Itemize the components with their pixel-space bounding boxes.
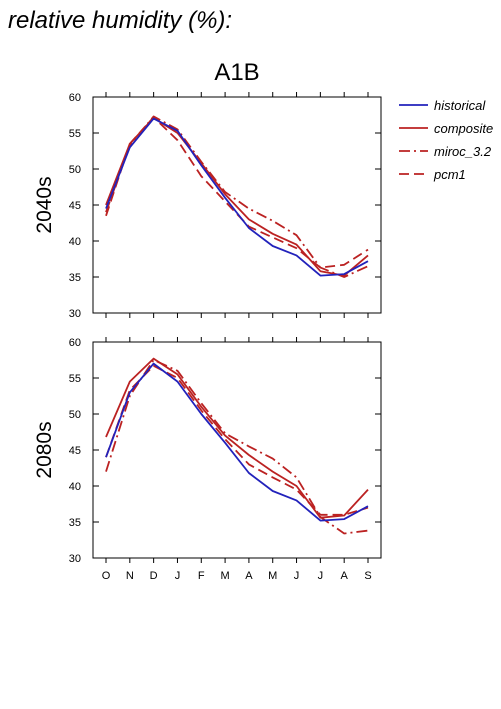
legend-item: miroc_3.2	[399, 144, 492, 159]
panel-label: 2080s	[33, 421, 56, 478]
y-tick-label: 45	[69, 445, 81, 457]
x-tick-label: D	[150, 570, 158, 582]
panels-layer: 30 35 40 45 50 55 60 2040s 30 35 40 45 50 55 60 O N D J F M A…	[33, 92, 382, 582]
x-tick-label: J	[294, 570, 300, 582]
legend: historical composite miroc_3.2 pcm1	[399, 98, 493, 182]
y-tick-label: 40	[69, 236, 81, 248]
y-tick-label: 30	[69, 553, 81, 565]
x-tick-label: F	[198, 570, 205, 582]
series-line-composite	[105, 117, 369, 277]
series-line-miroc-3-2	[105, 115, 369, 278]
x-tick-label: A	[245, 570, 253, 582]
y-tick-label: 50	[69, 164, 81, 176]
series-line-composite	[105, 357, 369, 519]
y-tick-label: 60	[69, 337, 81, 349]
panel-2040s: 30 35 40 45 50 55 60 2040s	[33, 92, 382, 320]
x-tick-label: O	[102, 570, 111, 582]
plot-frame	[92, 96, 382, 314]
panel-label: 2040s	[33, 176, 56, 233]
series-line-historical	[105, 117, 369, 277]
y-tick-label: 50	[69, 409, 81, 421]
x-tick-label: S	[364, 570, 371, 582]
x-tick-label: M	[221, 570, 230, 582]
legend-label: miroc_3.2	[434, 144, 492, 159]
legend-label: pcm1	[433, 167, 466, 182]
panel-2080s: 30 35 40 45 50 55 60 O N D J F M A M J J A S 2080s	[33, 337, 382, 582]
legend-item: pcm1	[399, 167, 466, 182]
series-line-pcm1	[105, 116, 369, 269]
x-tick-label: N	[126, 570, 134, 582]
series-line-pcm1	[105, 364, 369, 516]
y-tick-label: 60	[69, 92, 81, 104]
y-tick-label: 55	[69, 128, 81, 140]
x-tick-label: J	[175, 570, 181, 582]
legend-item: historical	[399, 98, 486, 113]
y-tick-label: 35	[69, 272, 81, 284]
y-tick-label: 40	[69, 481, 81, 493]
y-tick-label: 45	[69, 200, 81, 212]
x-tick-label: A	[341, 570, 349, 582]
x-tick-label: M	[268, 570, 277, 582]
legend-label: historical	[434, 98, 486, 113]
y-tick-label: 30	[69, 308, 81, 320]
legend-item: composite	[399, 121, 493, 136]
x-tick-label: J	[318, 570, 324, 582]
series-line-miroc-3-2	[105, 359, 369, 535]
series-line-historical	[105, 362, 369, 522]
legend-label: composite	[434, 121, 493, 136]
y-tick-label: 35	[69, 517, 81, 529]
scenario-title: A1B	[214, 59, 259, 86]
page-title: relative humidity (%):	[8, 7, 233, 34]
y-tick-label: 55	[69, 373, 81, 385]
